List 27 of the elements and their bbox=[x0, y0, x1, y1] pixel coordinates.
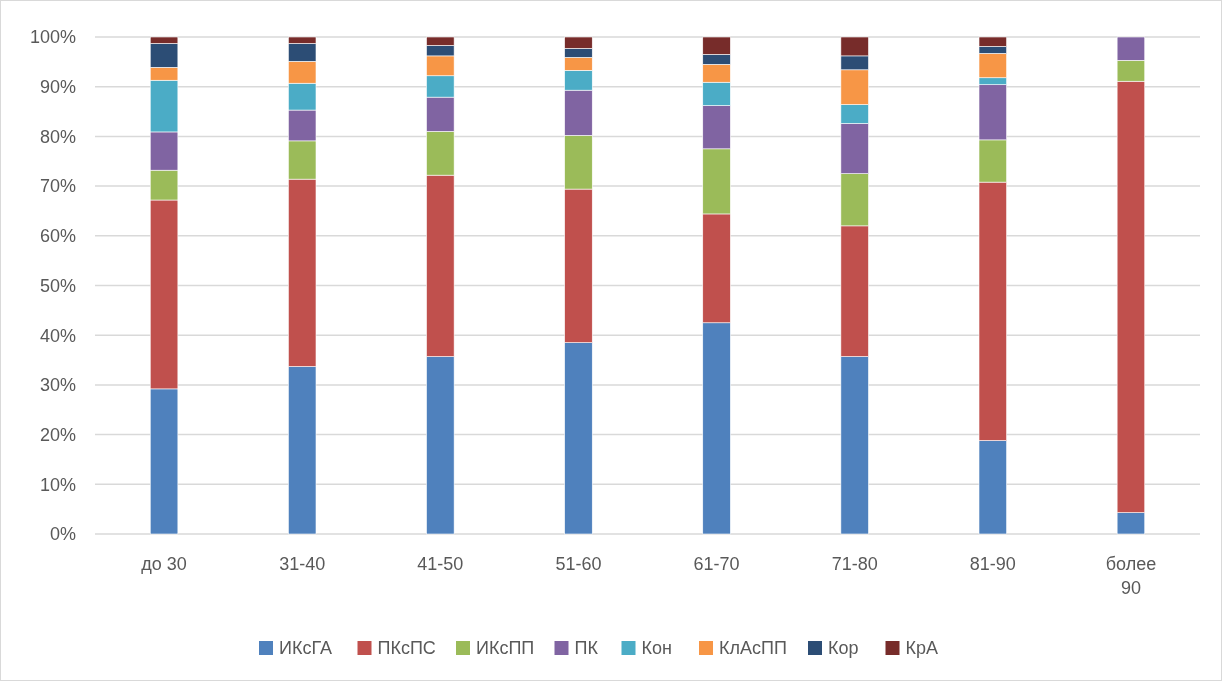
x-tick-label: 41-50 bbox=[417, 554, 464, 574]
legend-label: КлАсПП bbox=[719, 638, 787, 659]
y-tick-label: 0% bbox=[49, 524, 76, 545]
legend-label: Кор bbox=[828, 638, 859, 659]
legend-label: КрА bbox=[905, 638, 939, 659]
y-tick-label: 90% bbox=[39, 77, 76, 97]
x-tick-label: 61-70 bbox=[693, 554, 740, 574]
x-tick-label: более 90 bbox=[1105, 554, 1157, 598]
legend-label: ИКсГА bbox=[279, 638, 332, 659]
x-tick-label: до 30 bbox=[141, 554, 187, 574]
y-tick-label: 70% bbox=[39, 176, 76, 197]
y-tick-label: 10% bbox=[39, 474, 76, 495]
legend-label: Кон bbox=[641, 638, 672, 659]
y-tick-label: 40% bbox=[39, 325, 76, 346]
legend-label: ИКсПП bbox=[476, 638, 535, 659]
y-tick-label: 30% bbox=[39, 375, 76, 396]
y-tick-label: 50% bbox=[39, 275, 76, 296]
x-tick-label: 71-80 bbox=[831, 554, 878, 574]
legend-label: ПК bbox=[574, 638, 599, 659]
y-tick-label: 80% bbox=[39, 126, 76, 147]
x-tick-label: 31-40 bbox=[279, 554, 326, 574]
x-tick-label: 51-60 bbox=[555, 554, 602, 574]
y-tick-label: 60% bbox=[39, 226, 76, 247]
x-tick-label: 81-90 bbox=[969, 554, 1016, 574]
y-tick-label: 100% bbox=[29, 27, 76, 48]
legend-label: ПКсПС bbox=[377, 638, 436, 659]
y-tick-label: 20% bbox=[39, 424, 76, 445]
